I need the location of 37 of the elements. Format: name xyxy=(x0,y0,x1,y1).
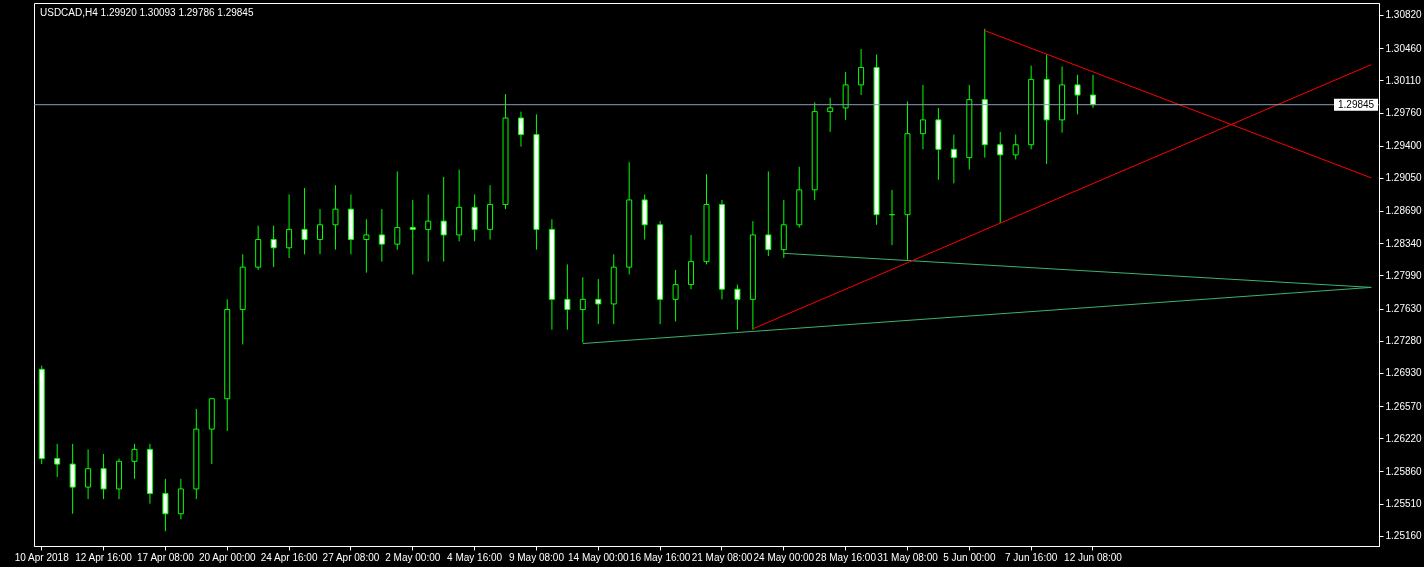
y-tick-label: 1.25510 xyxy=(1385,498,1423,510)
y-tick-label: 1.29050 xyxy=(1385,172,1423,184)
y-tick-label: 1.26220 xyxy=(1385,432,1423,444)
x-tick-label: 24 Apr 16:00 xyxy=(260,551,318,563)
y-tick-label: 1.26930 xyxy=(1385,367,1423,379)
x-tick-label: 31 May 08:00 xyxy=(877,551,939,563)
y-tick-label: 1.28340 xyxy=(1385,237,1423,249)
ref-line-label: 1.29845 xyxy=(1338,98,1375,110)
y-tick-label: 1.27280 xyxy=(1385,335,1423,347)
y-tick-label: 1.29760 xyxy=(1385,107,1423,119)
x-tick-label: 12 Apr 16:00 xyxy=(75,551,133,563)
x-tick-label: 2 May 00:00 xyxy=(385,551,441,563)
x-tick-label: 16 May 16:00 xyxy=(629,551,691,563)
x-tick-label: 20 Apr 00:00 xyxy=(198,551,257,563)
y-tick-label: 1.29400 xyxy=(1385,140,1423,152)
x-tick-label: 27 Apr 08:00 xyxy=(322,551,380,563)
y-tick-label: 1.27990 xyxy=(1385,269,1423,281)
y-tick-label: 1.25160 xyxy=(1385,530,1423,542)
x-tick-label: 12 Jun 08:00 xyxy=(1064,551,1123,563)
y-tick-label: 1.30460 xyxy=(1385,42,1423,54)
x-tick-label: 4 May 16:00 xyxy=(447,551,503,563)
x-tick-label: 14 May 00:00 xyxy=(567,551,630,563)
x-tick-label: 28 May 16:00 xyxy=(815,551,877,563)
y-tick-label: 1.26570 xyxy=(1385,400,1423,412)
y-tick-label: 1.28690 xyxy=(1385,205,1423,217)
y-tick-label: 1.27630 xyxy=(1385,303,1423,315)
x-tick-label: 9 May 08:00 xyxy=(508,551,565,563)
x-tick-label: 24 May 00:00 xyxy=(753,551,815,563)
x-tick-label: 17 Apr 08:00 xyxy=(137,551,195,563)
y-tick-label: 1.30110 xyxy=(1385,74,1422,86)
x-tick-label: 7 Jun 16:00 xyxy=(1005,551,1058,563)
chart-title: USDCAD,H4 1.29920 1.30093 1.29786 1.29845 xyxy=(40,7,254,18)
x-tick-label: 10 Apr 2018 xyxy=(14,551,70,563)
y-tick-label: 1.30820 xyxy=(1385,9,1423,21)
y-tick-label: 1.25860 xyxy=(1385,465,1423,477)
x-tick-label: 5 Jun 00:00 xyxy=(943,551,996,563)
x-tick-label: 21 May 08:00 xyxy=(691,551,753,563)
